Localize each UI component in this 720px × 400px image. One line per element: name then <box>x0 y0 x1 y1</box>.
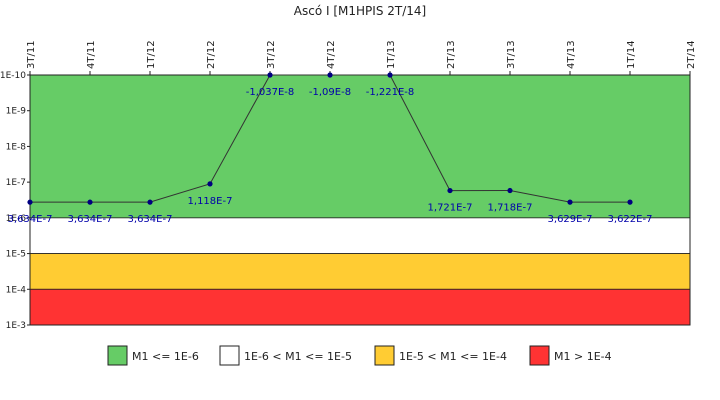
bands-layer <box>29 74 691 326</box>
data-point <box>207 181 213 187</box>
legend-swatch <box>219 345 240 366</box>
y-tick-label: 1E-6 <box>6 214 27 224</box>
band-0 <box>29 74 691 219</box>
x-tick-label: 3T/11 <box>26 40 37 69</box>
y-tick-label: 1E-7 <box>6 178 26 188</box>
y-tick-label: 1E-3 <box>6 321 26 331</box>
y-tick-label: 1E-10 <box>0 71 26 81</box>
x-tick-label: 2T/14 <box>686 40 697 69</box>
data-label: 3,629E-7 <box>548 214 593 225</box>
x-tick-label: 4T/13 <box>566 40 577 69</box>
x-tick-label: 4T/11 <box>86 40 97 69</box>
series-layer <box>27 72 633 205</box>
legend-label: 1E-6 < M1 <= 1E-5 <box>244 350 352 363</box>
x-tick-label: 3T/12 <box>266 40 277 69</box>
y-tick-label: 1E-5 <box>6 250 26 260</box>
legend-label: M1 <= 1E-6 <box>132 350 199 363</box>
data-label: 3,634E-7 <box>128 214 173 225</box>
y-tick-label: 1E-9 <box>6 107 27 117</box>
legend-label: 1E-5 < M1 <= 1E-4 <box>399 350 507 363</box>
data-label: 3,622E-7 <box>608 214 653 225</box>
data-label: 3,634E-7 <box>68 214 113 225</box>
data-point <box>507 187 513 194</box>
band-2 <box>29 253 691 290</box>
data-point <box>147 199 153 205</box>
x-tick-label: 2T/13 <box>446 40 457 69</box>
band-1 <box>29 217 691 254</box>
x-tick-label: 2T/12 <box>206 40 217 69</box>
data-point <box>87 199 93 205</box>
data-label: 1,118E-7 <box>188 196 233 207</box>
band-3 <box>29 288 691 326</box>
data-labels: 3,634E-7 3,634E-7 3,634E-7 1,118E-7 -1,037E-… <box>8 87 653 225</box>
legend-swatch <box>374 345 395 366</box>
legend-label: M1 > 1E-4 <box>554 350 612 363</box>
data-point <box>327 72 333 78</box>
legend: M1 <= 1E-6 1E-6 < M1 <= 1E-5 1E-5 < M1 <= … <box>107 345 612 366</box>
y-tick-label: 1E-4 <box>6 285 27 295</box>
data-point <box>447 187 453 194</box>
legend-swatch <box>107 345 128 366</box>
data-point <box>627 199 633 205</box>
data-point <box>267 72 273 78</box>
y-axis: 1E-10 1E-9 1E-8 1E-7 1E-6 1E-5 1E-4 1E-3 <box>0 71 30 331</box>
y-tick-label: 1E-8 <box>6 142 27 152</box>
data-label: -1,221E-8 <box>366 87 415 98</box>
data-label: 1,721E-7 <box>428 203 473 214</box>
x-tick-label: 1T/14 <box>626 40 637 69</box>
x-tick-label: 3T/13 <box>506 40 517 69</box>
x-axis: 3T/11 4T/11 1T/12 2T/12 3T/12 4T/12 1T/13 2T/13… <box>26 40 697 75</box>
data-label: -1,09E-8 <box>309 87 351 98</box>
data-point <box>27 199 33 205</box>
chart-title: Ascó I [M1HPIS 2T/14] <box>294 4 426 18</box>
data-point <box>387 72 393 78</box>
x-tick-label: 1T/12 <box>146 40 157 69</box>
x-tick-label: 4T/12 <box>326 40 337 69</box>
legend-swatch <box>529 345 550 366</box>
data-label: -1,037E-8 <box>246 87 295 98</box>
data-label: 1,718E-7 <box>488 203 533 214</box>
data-label: 3,634E-7 <box>8 214 53 225</box>
x-tick-label: 1T/13 <box>386 40 397 69</box>
data-point <box>567 199 573 205</box>
